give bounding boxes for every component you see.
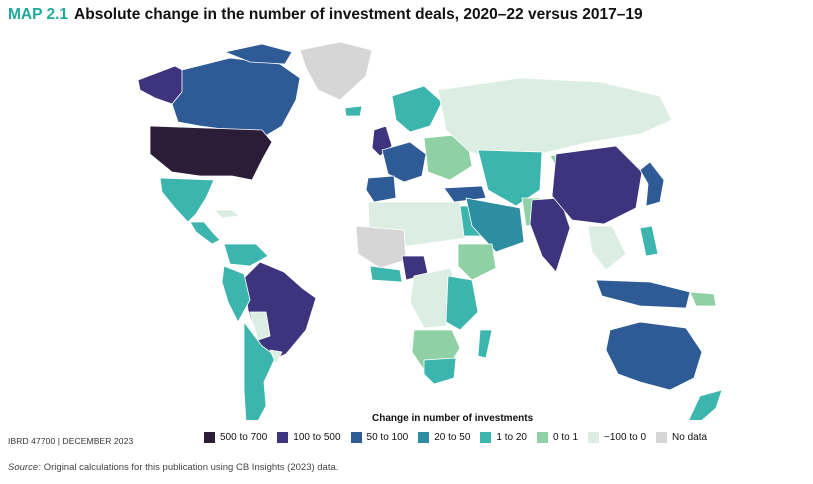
- legend-swatch: [480, 432, 492, 443]
- region-greenland: [299, 41, 373, 101]
- legend-label: 100 to 500: [293, 432, 341, 443]
- region-colombia-venezuela: [223, 243, 269, 267]
- legend-heading: Change in number of investments: [372, 413, 534, 424]
- legend-swatch: [537, 432, 548, 443]
- map-title-text: Absolute change in the number of investm…: [74, 6, 643, 23]
- map-title: MAP 2.1 Absolute change in the number of …: [8, 6, 643, 24]
- legend-item: 20 to 50: [418, 432, 470, 443]
- region-ethiopia-horn: [457, 243, 497, 281]
- source-text: Original calculations for this publicati…: [43, 462, 339, 473]
- legend-swatch: [277, 432, 289, 443]
- region-west-africa-coast: [369, 265, 403, 283]
- region-south-africa: [423, 357, 457, 385]
- region-middle-east: [465, 197, 525, 253]
- legend-swatch: [350, 432, 362, 443]
- legend-label: −100 to 0: [604, 432, 647, 443]
- region-bolivia-paraguay: [249, 311, 271, 341]
- region-philippines: [639, 225, 659, 257]
- region-uruguay: [269, 349, 283, 365]
- legend-item: 1 to 20: [480, 432, 527, 443]
- region-papua-new-guinea: [689, 291, 717, 307]
- legend-item: −100 to 0: [588, 432, 646, 443]
- region-madagascar: [477, 329, 493, 359]
- region-caribbean: [213, 209, 241, 219]
- region-new-zealand: [688, 389, 723, 420]
- ibrd-label: IBRD 47700 | DECEMBER 2023: [8, 436, 134, 446]
- region-china: [551, 145, 643, 225]
- region-central-america: [189, 221, 221, 245]
- legend-swatch: [588, 432, 600, 443]
- region-east-africa: [445, 275, 479, 331]
- legend-item: 0 to 1: [537, 432, 578, 443]
- region-southeast-asia: [587, 225, 627, 271]
- legend-item: No data: [656, 432, 707, 443]
- region-canada-arctic-islands: [224, 43, 293, 65]
- region-turkey: [443, 185, 487, 203]
- region-indonesia: [595, 279, 691, 309]
- legend-label: 1 to 20: [496, 432, 527, 443]
- region-iberia: [365, 175, 397, 203]
- legend-swatch: [204, 432, 215, 443]
- legend-label: 500 to 700: [220, 432, 268, 443]
- region-western-europe: [381, 141, 427, 183]
- legend-swatch: [418, 432, 430, 443]
- region-iceland: [344, 105, 363, 117]
- legend-label: 0 to 1: [553, 432, 579, 443]
- legend-item: 50 to 100: [350, 432, 409, 443]
- region-korea-japan: [639, 161, 665, 207]
- source-note: Source: Original calculations for this pu…: [8, 462, 338, 473]
- region-russia: [437, 77, 673, 161]
- region-argentina-chile: [243, 321, 277, 420]
- region-peru: [221, 265, 251, 323]
- legend-label: 50 to 100: [366, 432, 409, 443]
- legend: 500 to 700 100 to 500 50 to 100 20 to 50…: [204, 432, 717, 443]
- world-choropleth-map: [137, 41, 723, 420]
- region-australia: [605, 321, 703, 391]
- source-label: Source:: [8, 462, 41, 473]
- legend-label: 20 to 50: [434, 432, 471, 443]
- region-scandinavia: [391, 85, 443, 133]
- region-mexico: [159, 177, 215, 223]
- legend-label: No data: [672, 432, 708, 443]
- map-label: MAP 2.1: [8, 6, 69, 23]
- legend-item: 500 to 700: [204, 432, 267, 443]
- region-sahel-west-africa: [355, 225, 407, 269]
- legend-item: 100 to 500: [277, 432, 341, 443]
- region-united-states: [149, 125, 273, 181]
- legend-swatch: [656, 432, 668, 443]
- region-canada: [171, 57, 301, 139]
